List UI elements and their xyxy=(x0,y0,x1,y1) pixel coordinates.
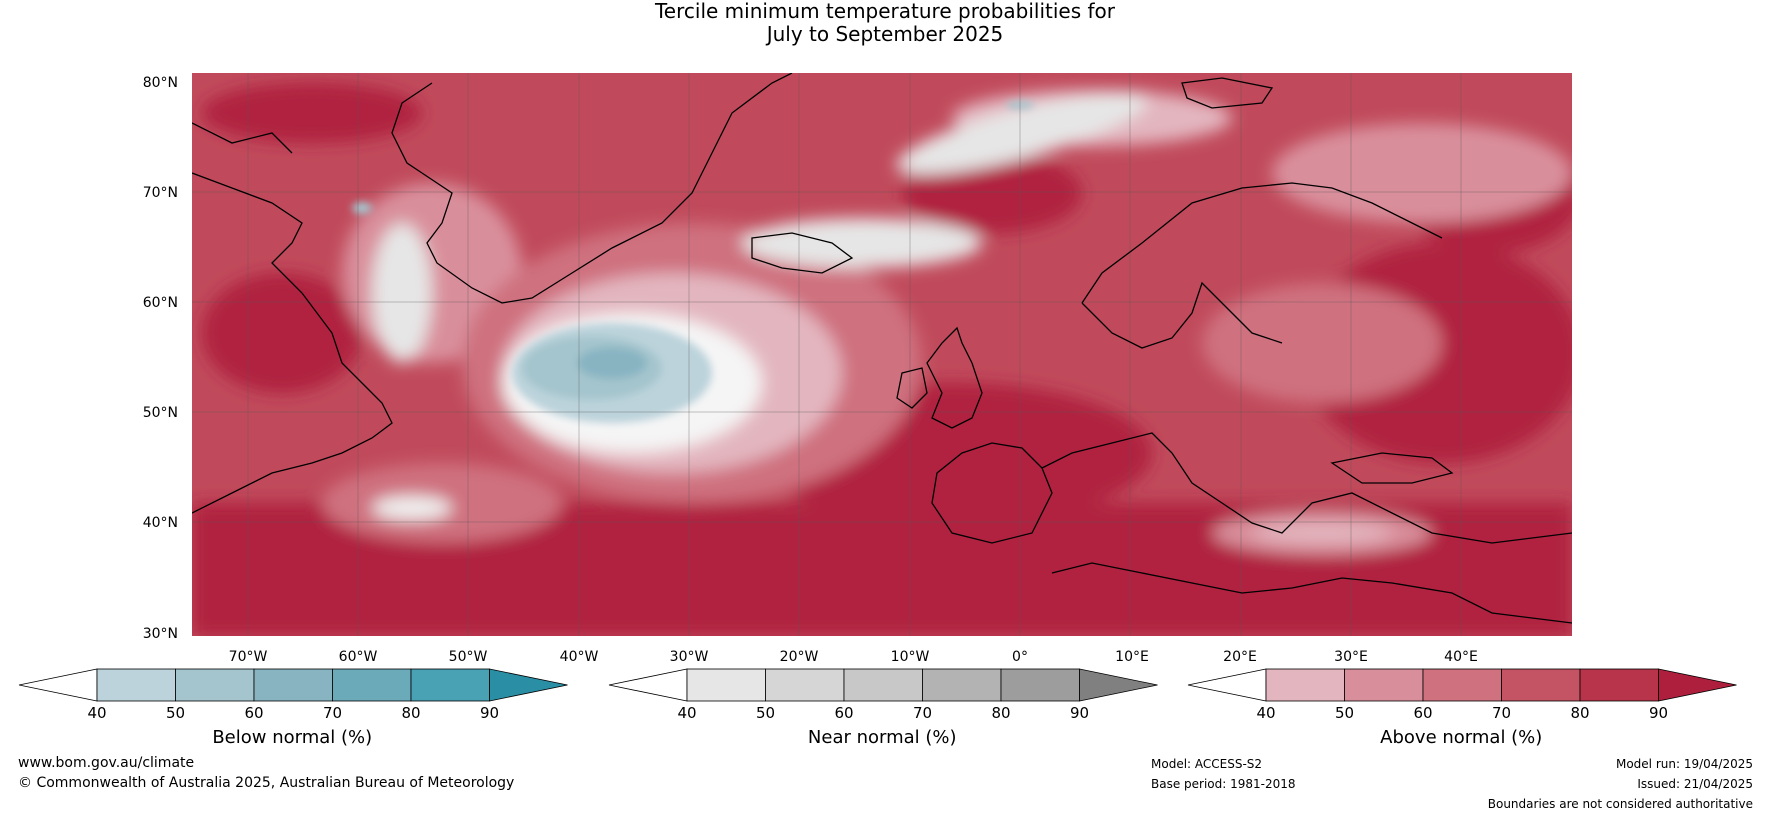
above-normal-colorbar-high-extend xyxy=(1658,668,1737,702)
lon-label-40w: 40°W xyxy=(559,649,599,665)
below-normal-colorbar xyxy=(18,668,568,702)
coastlines xyxy=(192,73,1572,624)
issued-text: Issued: 21/04/2025 xyxy=(1637,777,1753,791)
lon-label-0: 0° xyxy=(1012,649,1028,665)
copyright-text: © Commonwealth of Australia 2025, Austra… xyxy=(18,775,515,791)
near-normal-colorbar-segment xyxy=(1000,668,1080,702)
title-line-2: July to September 2025 xyxy=(766,22,1004,46)
above-normal-colorbar xyxy=(1187,668,1737,702)
lon-label-10e: 10°E xyxy=(1115,649,1149,665)
above-normal-tick-label: 80 xyxy=(1570,704,1590,722)
lat-label-70n: 70°N xyxy=(142,185,178,201)
map-svg xyxy=(192,73,1572,636)
above-normal-colorbar-segment xyxy=(1344,668,1424,702)
near-normal-colorbar-low-extend xyxy=(608,668,688,702)
title-line-1: Tercile minimum temperature probabilitie… xyxy=(654,0,1116,23)
map-title: Tercile minimum temperature probabilitie… xyxy=(0,0,1770,46)
base-period-text: Base period: 1981-2018 xyxy=(1151,777,1296,791)
above-normal-tick-label: 60 xyxy=(1413,704,1433,722)
below-normal-colorbar-high-extend xyxy=(489,668,568,702)
probability-map xyxy=(192,73,1572,636)
lon-label-10w: 10°W xyxy=(890,649,930,665)
above-normal-colorbar-low-extend xyxy=(1187,668,1267,702)
lon-label-50w: 50°W xyxy=(448,649,488,665)
below-normal-colorbar-segment xyxy=(175,668,255,702)
website-text: www.bom.gov.au/climate xyxy=(18,755,195,771)
below-normal-tick-label: 90 xyxy=(479,704,500,722)
lon-label-60w: 60°W xyxy=(338,649,378,665)
probability-field xyxy=(192,83,1572,636)
near-normal-tick-label: 40 xyxy=(677,704,697,722)
near-normal-colorbar-segment xyxy=(765,668,845,702)
lon-label-20w: 20°W xyxy=(779,649,819,665)
above-normal-colorbar-segment xyxy=(1265,668,1345,702)
below-normal-region xyxy=(352,101,1034,423)
near-normal-colorbar-segment xyxy=(843,668,923,702)
near-normal-tick-label: 60 xyxy=(834,704,854,722)
near-normal-tick-label: 50 xyxy=(755,704,776,722)
disclaimer-text: Boundaries are not considered authoritat… xyxy=(1487,797,1753,811)
above-normal-colorbar-segment xyxy=(1422,668,1502,702)
above-normal-tick-label: 40 xyxy=(1256,704,1276,722)
below-normal-tick-label: 50 xyxy=(165,704,186,722)
near-normal-colorbar-segment xyxy=(922,668,1002,702)
below-normal-tick-label: 60 xyxy=(244,704,264,722)
below-normal-tick-label: 70 xyxy=(322,704,343,722)
below-normal-colorbar-label: Below normal (%) xyxy=(212,727,373,748)
near-normal-tick-label: 90 xyxy=(1069,704,1090,722)
model-text: Model: ACCESS-S2 xyxy=(1151,757,1263,771)
lon-label-70w: 70°W xyxy=(228,649,268,665)
above-normal-colorbar-segment xyxy=(1579,668,1659,702)
near-normal-colorbar xyxy=(608,668,1158,702)
near-normal-colorbar-segment xyxy=(686,668,766,702)
lon-label-30w: 30°W xyxy=(669,649,709,665)
below-normal-colorbar-segment xyxy=(253,668,333,702)
above-normal-colorbar-segment xyxy=(1501,668,1581,702)
lon-label-30e: 30°E xyxy=(1334,649,1368,665)
lat-label-80n: 80°N xyxy=(142,75,178,91)
lon-label-40e: 40°E xyxy=(1444,649,1478,665)
lat-label-60n: 60°N xyxy=(142,295,178,311)
model-run-text: Model run: 19/04/2025 xyxy=(1615,757,1753,771)
lat-label-40n: 40°N xyxy=(142,515,178,531)
below-normal-colorbar-segment xyxy=(96,668,176,702)
near-normal-colorbar-high-extend xyxy=(1079,668,1158,702)
near-normal-colorbar-label: Near normal (%) xyxy=(807,727,957,748)
lat-label-50n: 50°N xyxy=(142,405,178,421)
above-normal-colorbar-label: Above normal (%) xyxy=(1380,727,1543,748)
near-normal-tick-label: 70 xyxy=(912,704,933,722)
below-normal-colorbar-segment xyxy=(410,668,490,702)
below-normal-tick-label: 80 xyxy=(401,704,421,722)
near-normal-tick-label: 80 xyxy=(991,704,1011,722)
above-normal-tick-label: 90 xyxy=(1648,704,1669,722)
below-normal-colorbar-low-extend xyxy=(18,668,98,702)
lon-label-20e: 20°E xyxy=(1223,649,1257,665)
below-normal-tick-label: 40 xyxy=(87,704,107,722)
above-normal-tick-label: 70 xyxy=(1491,704,1512,722)
below-normal-colorbar-segment xyxy=(332,668,412,702)
above-normal-tick-label: 50 xyxy=(1334,704,1355,722)
lat-label-30n: 30°N xyxy=(142,626,178,642)
